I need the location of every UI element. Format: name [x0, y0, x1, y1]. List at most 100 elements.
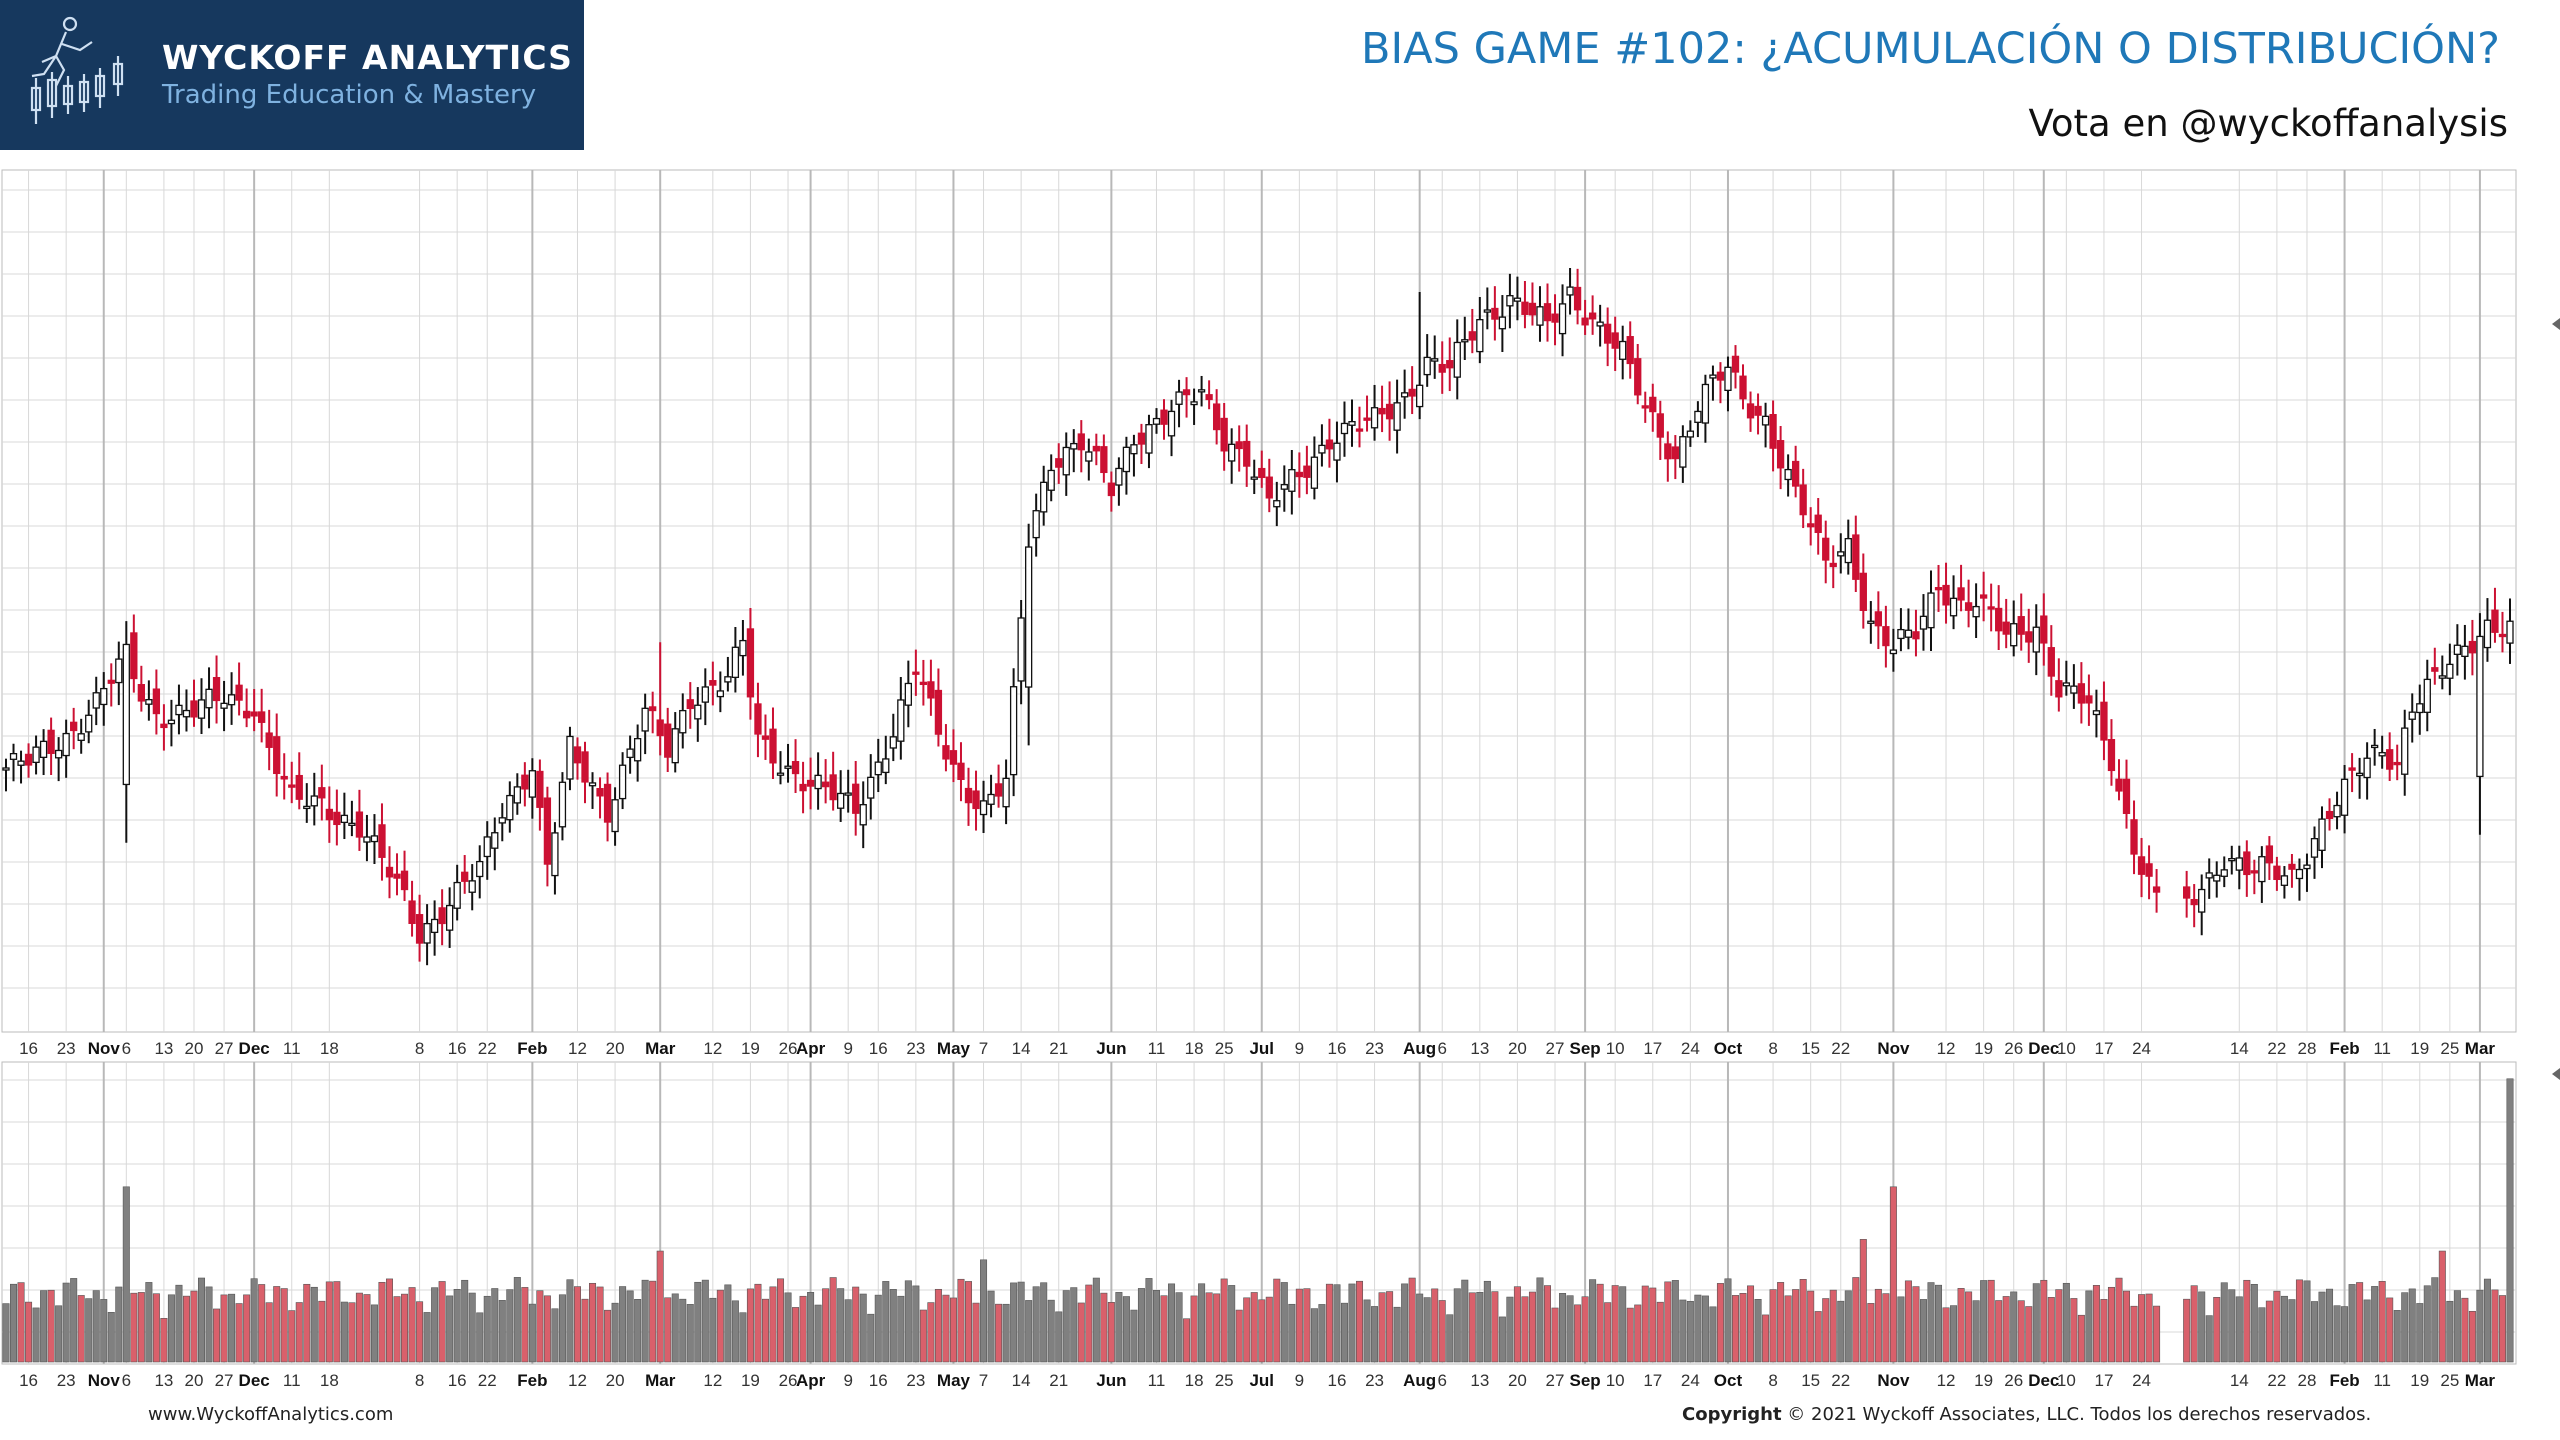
- candle-body: [235, 684, 243, 701]
- volume-bar: [476, 1312, 484, 1363]
- volume-bar: [1100, 1292, 1108, 1363]
- volume-bar: [70, 1278, 78, 1363]
- volume-bar: [1401, 1283, 1409, 1363]
- candle-body: [521, 774, 529, 790]
- volume-bar: [160, 1318, 168, 1363]
- candle-body: [2017, 616, 2025, 635]
- volume-bar: [446, 1295, 454, 1363]
- candle-body: [1483, 309, 1491, 313]
- candle-body: [355, 811, 364, 838]
- candle-body: [393, 873, 401, 879]
- candle-body: [498, 817, 506, 824]
- x-tick-label: 13: [154, 1371, 173, 1390]
- volume-bar: [739, 1312, 747, 1363]
- volume-bar: [2115, 1277, 2123, 1363]
- candle-body: [2250, 870, 2258, 874]
- candle-body: [1160, 409, 1168, 425]
- candle-body: [837, 792, 845, 809]
- candle-body: [513, 786, 521, 804]
- volume-bar: [1589, 1279, 1597, 1363]
- candle-body: [566, 735, 574, 780]
- candle-body: [145, 699, 153, 705]
- candle-body: [1190, 401, 1198, 406]
- candle-body: [1724, 366, 1732, 392]
- candle-body: [1461, 339, 1469, 343]
- x-tick-label: 26: [779, 1371, 798, 1390]
- x-tick-label: 12: [703, 1371, 722, 1390]
- candle-body: [1656, 413, 1664, 438]
- candle-body: [1829, 562, 1837, 568]
- candle-body: [1340, 422, 1349, 435]
- x-tick-label: Jul: [1249, 1371, 1274, 1390]
- volume-bar: [1762, 1314, 1770, 1363]
- volume-bar: [1243, 1297, 1251, 1363]
- candle-body: [2446, 663, 2454, 679]
- candle-body: [769, 728, 777, 764]
- candle-body: [1844, 538, 1852, 564]
- volume-bar: [2491, 1289, 2499, 1363]
- x-tick-label: 6: [1437, 1039, 1446, 1058]
- candle-body: [2258, 856, 2266, 883]
- x-tick-label: 10: [1606, 1371, 1625, 1390]
- candle-body: [1348, 421, 1356, 426]
- candle-body: [2152, 886, 2161, 893]
- candle-body: [2280, 875, 2289, 886]
- volume-bar: [980, 1259, 988, 1363]
- volume-bar: [483, 1295, 491, 1363]
- volume-bar: [919, 1309, 927, 1363]
- volume-bar: [679, 1298, 687, 1363]
- candle-body: [423, 922, 431, 944]
- x-tick-label: 26: [2004, 1371, 2023, 1390]
- candle-body: [2122, 778, 2131, 815]
- volume-bar: [1250, 1292, 1258, 1363]
- footer-url[interactable]: www.WyckoffAnalytics.com: [148, 1404, 394, 1425]
- candle-body: [829, 774, 837, 801]
- volume-bar: [1408, 1277, 1416, 1363]
- volume-bar: [1378, 1292, 1386, 1363]
- volume-bar: [1950, 1305, 1958, 1363]
- volume-bar: [837, 1288, 845, 1363]
- candle-body: [2340, 778, 2349, 816]
- candle-body: [2423, 678, 2431, 713]
- candle-body: [1032, 510, 1040, 539]
- volume-bar: [198, 1277, 206, 1363]
- x-tick-label: 26: [779, 1039, 798, 1058]
- volume-bar: [453, 1288, 461, 1363]
- volume-bar: [431, 1287, 439, 1363]
- volume-bar: [2258, 1307, 2266, 1363]
- volume-bar: [822, 1288, 830, 1363]
- volume-bar: [1882, 1293, 1890, 1363]
- candle-body: [1408, 388, 1416, 397]
- volume-bar: [1122, 1296, 1130, 1363]
- x-tick-label: 18: [320, 1039, 339, 1058]
- candle-body: [1122, 446, 1131, 473]
- volume-bar: [2047, 1297, 2055, 1363]
- volume-bar: [1333, 1284, 1341, 1363]
- x-tick-label: 8: [1768, 1371, 1777, 1390]
- volume-bar: [408, 1287, 416, 1363]
- candle-body: [1258, 467, 1266, 479]
- x-tick-label: 12: [1937, 1371, 1956, 1390]
- volume-bar: [1927, 1282, 1935, 1363]
- x-tick-label: 7: [979, 1039, 988, 1058]
- candle-body: [904, 682, 912, 706]
- candle-body: [2220, 869, 2228, 877]
- candle-body: [2115, 778, 2123, 792]
- volume-bar: [2228, 1289, 2236, 1363]
- candle-body: [92, 692, 100, 709]
- candle-body: [1273, 500, 1281, 508]
- volume-bar: [1258, 1299, 1266, 1363]
- x-tick-label: 12: [1937, 1039, 1956, 1058]
- candle-body: [1927, 592, 1935, 629]
- candle-body: [1070, 442, 1078, 450]
- candle-body: [1867, 620, 1875, 624]
- volume-bar: [1754, 1299, 1762, 1363]
- candle-body: [1641, 405, 1649, 409]
- volume-bar: [2190, 1285, 2198, 1363]
- candle-body: [47, 729, 55, 754]
- volume-bar: [1062, 1290, 1070, 1363]
- candle-body: [491, 832, 499, 849]
- candle-body: [596, 788, 604, 797]
- volume-bar: [1340, 1302, 1348, 1363]
- x-tick-label: 13: [1470, 1371, 1489, 1390]
